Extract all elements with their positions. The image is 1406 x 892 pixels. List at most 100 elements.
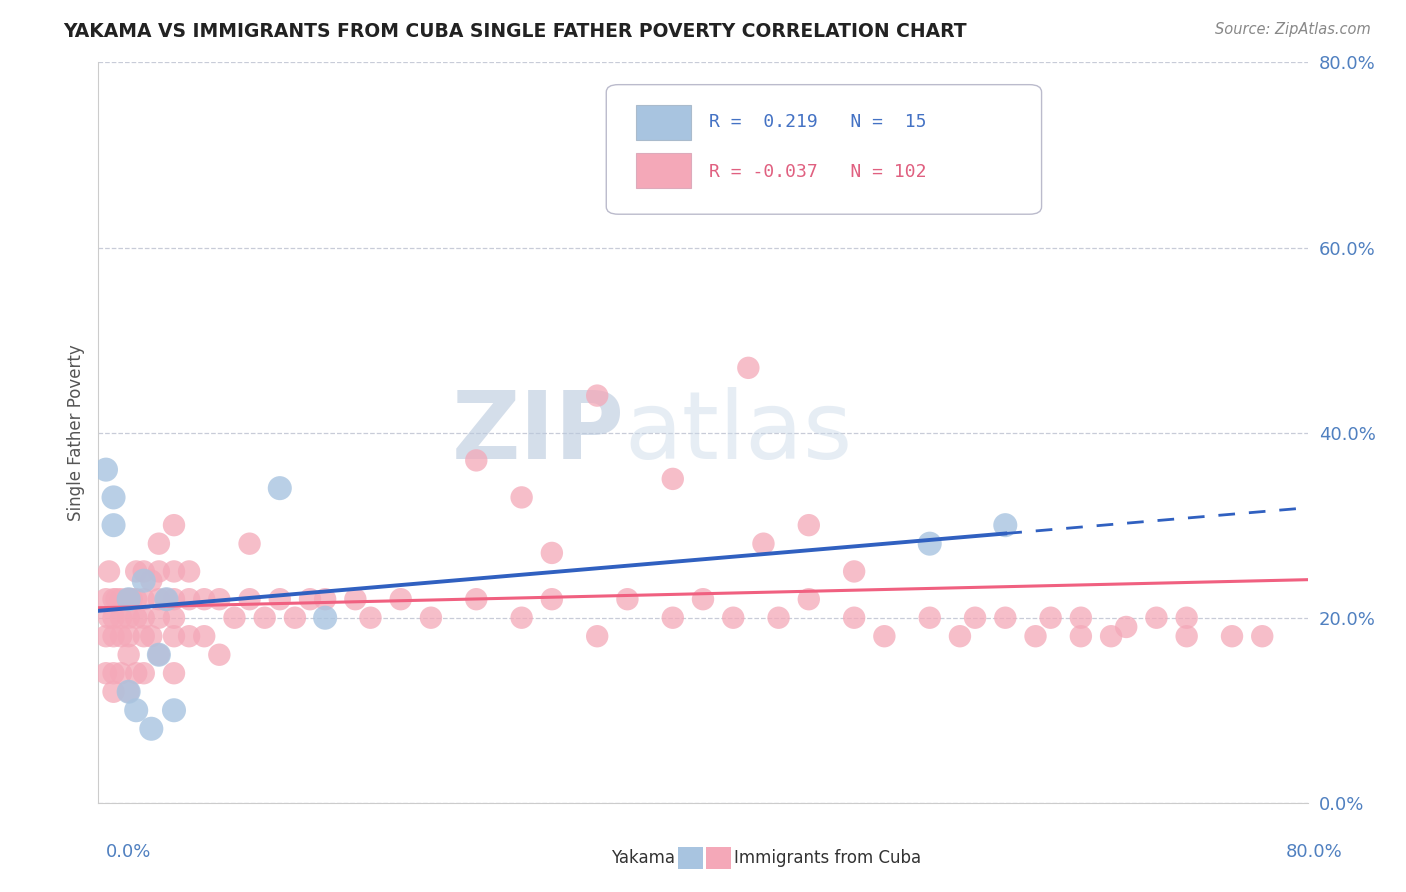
Text: atlas: atlas — [624, 386, 852, 479]
Point — [918, 610, 941, 624]
Point — [752, 536, 775, 550]
Point — [737, 360, 759, 375]
Point — [110, 592, 132, 607]
Point — [1175, 629, 1198, 643]
Point — [148, 648, 170, 662]
Text: 0.0%: 0.0% — [105, 843, 150, 861]
Text: 80.0%: 80.0% — [1286, 843, 1343, 861]
Point — [98, 610, 121, 624]
Point — [132, 592, 155, 607]
Point — [1099, 629, 1122, 643]
Point — [118, 648, 141, 662]
Text: Source: ZipAtlas.com: Source: ZipAtlas.com — [1215, 22, 1371, 37]
Point — [1039, 610, 1062, 624]
Point — [103, 518, 125, 533]
Point — [163, 666, 186, 681]
Point — [118, 592, 141, 607]
Point — [103, 610, 125, 624]
Point — [118, 592, 141, 607]
Point — [844, 610, 866, 624]
Point — [148, 592, 170, 607]
Point — [132, 610, 155, 624]
Point — [125, 565, 148, 579]
Point — [103, 666, 125, 681]
Point — [148, 565, 170, 579]
Point — [420, 610, 443, 624]
Point — [269, 481, 291, 495]
Point — [465, 453, 488, 467]
Text: Yakama: Yakama — [610, 849, 675, 867]
Point — [844, 565, 866, 579]
Point — [125, 610, 148, 624]
Point — [155, 592, 177, 607]
Text: YAKAMA VS IMMIGRANTS FROM CUBA SINGLE FATHER POVERTY CORRELATION CHART: YAKAMA VS IMMIGRANTS FROM CUBA SINGLE FA… — [63, 22, 967, 41]
Point — [797, 518, 820, 533]
Point — [949, 629, 972, 643]
Point — [1144, 610, 1167, 624]
Point — [179, 565, 201, 579]
Point — [118, 610, 141, 624]
FancyBboxPatch shape — [606, 85, 1042, 214]
Point — [586, 629, 609, 643]
Point — [163, 610, 186, 624]
Point — [155, 592, 177, 607]
Point — [344, 592, 367, 607]
Text: Immigrants from Cuba: Immigrants from Cuba — [734, 849, 921, 867]
Point — [103, 629, 125, 643]
Point — [132, 574, 155, 588]
Point — [586, 388, 609, 402]
Point — [616, 592, 638, 607]
Point — [1070, 610, 1092, 624]
Point — [148, 536, 170, 550]
Point — [299, 592, 322, 607]
Point — [465, 592, 488, 607]
Point — [103, 592, 125, 607]
Point — [141, 629, 163, 643]
Point — [163, 518, 186, 533]
Point — [141, 722, 163, 736]
Point — [193, 592, 215, 607]
Point — [125, 592, 148, 607]
Point — [110, 610, 132, 624]
Point — [125, 703, 148, 717]
Point — [163, 565, 186, 579]
Point — [253, 610, 276, 624]
Point — [314, 592, 336, 607]
Point — [94, 629, 117, 643]
Text: R =  0.219   N =  15: R = 0.219 N = 15 — [709, 112, 927, 130]
Point — [105, 592, 128, 607]
Point — [163, 592, 186, 607]
Point — [98, 565, 121, 579]
Point — [208, 592, 231, 607]
Point — [239, 592, 262, 607]
Point — [540, 546, 562, 560]
Point — [723, 610, 745, 624]
Point — [692, 120, 714, 135]
Point — [768, 610, 790, 624]
Point — [94, 666, 117, 681]
Point — [163, 629, 186, 643]
Point — [132, 629, 155, 643]
Point — [994, 518, 1017, 533]
Point — [1175, 610, 1198, 624]
Point — [1220, 629, 1243, 643]
Point — [661, 472, 683, 486]
Point — [110, 629, 132, 643]
Point — [540, 592, 562, 607]
Point — [965, 610, 987, 624]
Point — [125, 666, 148, 681]
Point — [110, 666, 132, 681]
Point — [103, 685, 125, 699]
Point — [103, 491, 125, 505]
Point — [994, 610, 1017, 624]
Point — [1024, 629, 1046, 643]
Point — [661, 610, 683, 624]
Point — [148, 610, 170, 624]
Point — [118, 592, 141, 607]
Point — [873, 629, 896, 643]
Point — [121, 592, 143, 607]
Point — [118, 685, 141, 699]
Point — [1251, 629, 1274, 643]
Point — [163, 703, 186, 717]
Point — [269, 592, 291, 607]
